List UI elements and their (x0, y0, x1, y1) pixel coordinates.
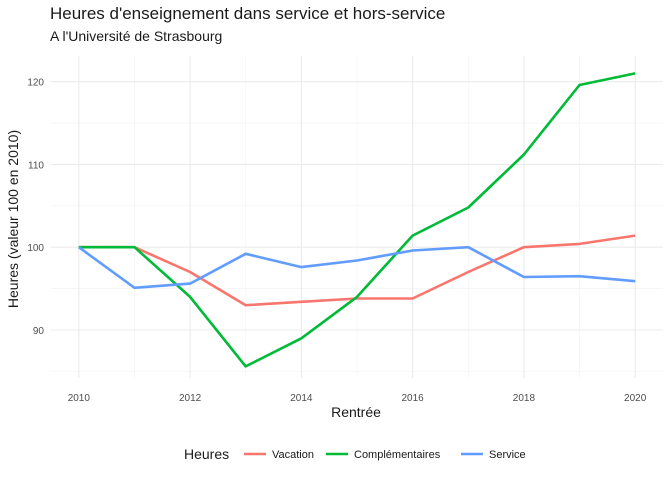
data-point-service (356, 259, 359, 262)
chart-title: Heures d'enseignement dans service et ho… (50, 4, 446, 23)
x-axis-label: Rentrée (331, 404, 381, 420)
data-point-service (578, 275, 581, 278)
data-point-compl-mentaires (467, 206, 470, 209)
series-line-service (78, 245, 636, 290)
data-point-vacation (244, 304, 247, 307)
data-point-compl-mentaires (523, 153, 526, 156)
series-layer (78, 72, 637, 368)
data-point-vacation (189, 271, 192, 274)
y-tick-label: 90 (33, 326, 45, 337)
data-point-vacation (578, 243, 581, 246)
data-point-compl-mentaires (300, 337, 303, 340)
legend-label-vacation: Vacation (272, 449, 314, 461)
tick-layer: 2010 2012 2014 2016 2018 2020 90 100 110 120 (27, 78, 646, 404)
chart-subtitle: A l'Université de Strasbourg (50, 28, 223, 44)
legend-label-service: Service (489, 449, 526, 461)
grid-layer (51, 56, 663, 378)
y-tick-label: 110 (28, 160, 44, 171)
data-point-vacation (467, 271, 470, 274)
x-tick-label: 2018 (513, 393, 536, 404)
legend-label-compl-mentaires: Complémentaires (354, 449, 441, 461)
y-axis-label: Heures (valeur 100 en 2010) (5, 130, 21, 308)
data-point-service (411, 249, 414, 252)
legend-title: Heures (184, 446, 229, 462)
data-point-service (523, 276, 526, 279)
x-tick-label: 2010 (68, 393, 91, 404)
data-point-service (634, 280, 637, 283)
x-tick-label: 2012 (179, 393, 202, 404)
data-point-vacation (634, 234, 637, 237)
data-point-compl-mentaires (356, 296, 359, 299)
data-point-compl-mentaires (411, 234, 414, 237)
data-point-service (189, 282, 192, 285)
series-line-compl-mentaires (78, 72, 636, 368)
data-point-service (300, 266, 303, 269)
data-point-vacation (411, 297, 414, 300)
data-point-vacation (523, 246, 526, 249)
y-tick-label: 100 (27, 243, 44, 254)
data-point-vacation (300, 301, 303, 304)
x-tick-label: 2014 (290, 393, 313, 404)
data-point-compl-mentaires (133, 246, 136, 249)
y-tick-label: 120 (27, 78, 44, 89)
data-point-service (467, 246, 470, 249)
data-point-service (78, 246, 81, 249)
data-point-compl-mentaires (244, 365, 247, 368)
data-point-compl-mentaires (634, 72, 637, 75)
data-point-service (244, 253, 247, 256)
data-point-compl-mentaires (189, 296, 192, 299)
legend: Heures Vacation Complémentaires Service (184, 446, 526, 462)
x-tick-label: 2016 (402, 393, 425, 404)
data-point-service (133, 286, 136, 289)
data-point-compl-mentaires (578, 84, 581, 87)
x-tick-label: 2020 (624, 393, 647, 404)
